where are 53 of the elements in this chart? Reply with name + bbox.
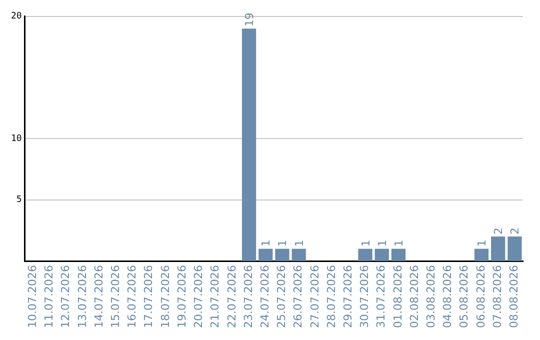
x-tick-label: 27.07.2026 [308, 265, 322, 328]
y-tick-label: 20 [10, 12, 22, 22]
x-tick-label: 03.08.2026 [424, 265, 438, 328]
x-tick-label: 15.07.2026 [109, 265, 122, 328]
x-tick-label: 25.07.2026 [275, 265, 288, 328]
data-label: 1 [276, 240, 290, 247]
x-tick-label: 19.07.2026 [175, 265, 188, 328]
x-tick-label: 06.08.2026 [474, 265, 488, 328]
x-tick-label: 16.07.2026 [126, 265, 139, 328]
x-tick-label: 12.07.2026 [59, 265, 72, 328]
x-tick-label: 31.07.2026 [374, 265, 388, 328]
y-tick-label: 5 [16, 195, 22, 206]
x-tick-label: 28.07.2026 [324, 265, 338, 328]
x-tick-label: 10.07.2026 [26, 265, 39, 328]
x-tick-label: 18.07.2026 [158, 265, 172, 328]
x-tick-label: 20.07.2026 [192, 265, 206, 328]
bar [474, 248, 489, 262]
data-label: 1 [392, 240, 406, 247]
x-tick-label: 11.07.2026 [42, 265, 56, 328]
x-tick-label: 29.07.2026 [342, 265, 355, 328]
data-label: 1 [475, 240, 488, 247]
x-tick-label: 07.08.2026 [490, 265, 504, 328]
bar [508, 236, 522, 262]
bar [258, 248, 273, 262]
bar [391, 248, 406, 262]
bar [491, 236, 506, 262]
x-tick-label: 26.07.2026 [292, 265, 305, 328]
bar [292, 248, 306, 262]
x-tick-label: 14.07.2026 [92, 265, 106, 328]
x-tick-label: 24.07.2026 [258, 265, 272, 328]
data-label: 1 [359, 240, 372, 247]
x-tick-label: 17.07.2026 [142, 265, 156, 328]
x-tick-label: 13.07.2026 [76, 265, 89, 328]
x-tick-label: 05.08.2026 [458, 265, 471, 328]
x-tick-label: 01.08.2026 [391, 265, 404, 328]
x-tick-label: 23.07.2026 [242, 265, 255, 328]
data-label: 19 [243, 12, 256, 27]
data-label: 1 [260, 240, 273, 247]
x-tick-label: 02.08.2026 [408, 265, 421, 328]
x-tick-label: 04.08.2026 [441, 265, 454, 328]
x-tick-label: 08.08.2026 [508, 265, 521, 328]
bar [275, 248, 290, 262]
data-label: 2 [492, 228, 506, 235]
x-tick-label: 30.07.2026 [358, 265, 372, 328]
y-tick-label: 10 [10, 134, 22, 144]
bar [358, 248, 372, 262]
x-tick-label: 22.07.2026 [225, 265, 238, 328]
data-label: 1 [376, 240, 389, 247]
x-tick-label: 21.07.2026 [208, 265, 222, 328]
bar [374, 248, 389, 262]
data-label: 2 [508, 228, 522, 235]
bar [242, 28, 256, 262]
data-label: 1 [292, 240, 306, 247]
